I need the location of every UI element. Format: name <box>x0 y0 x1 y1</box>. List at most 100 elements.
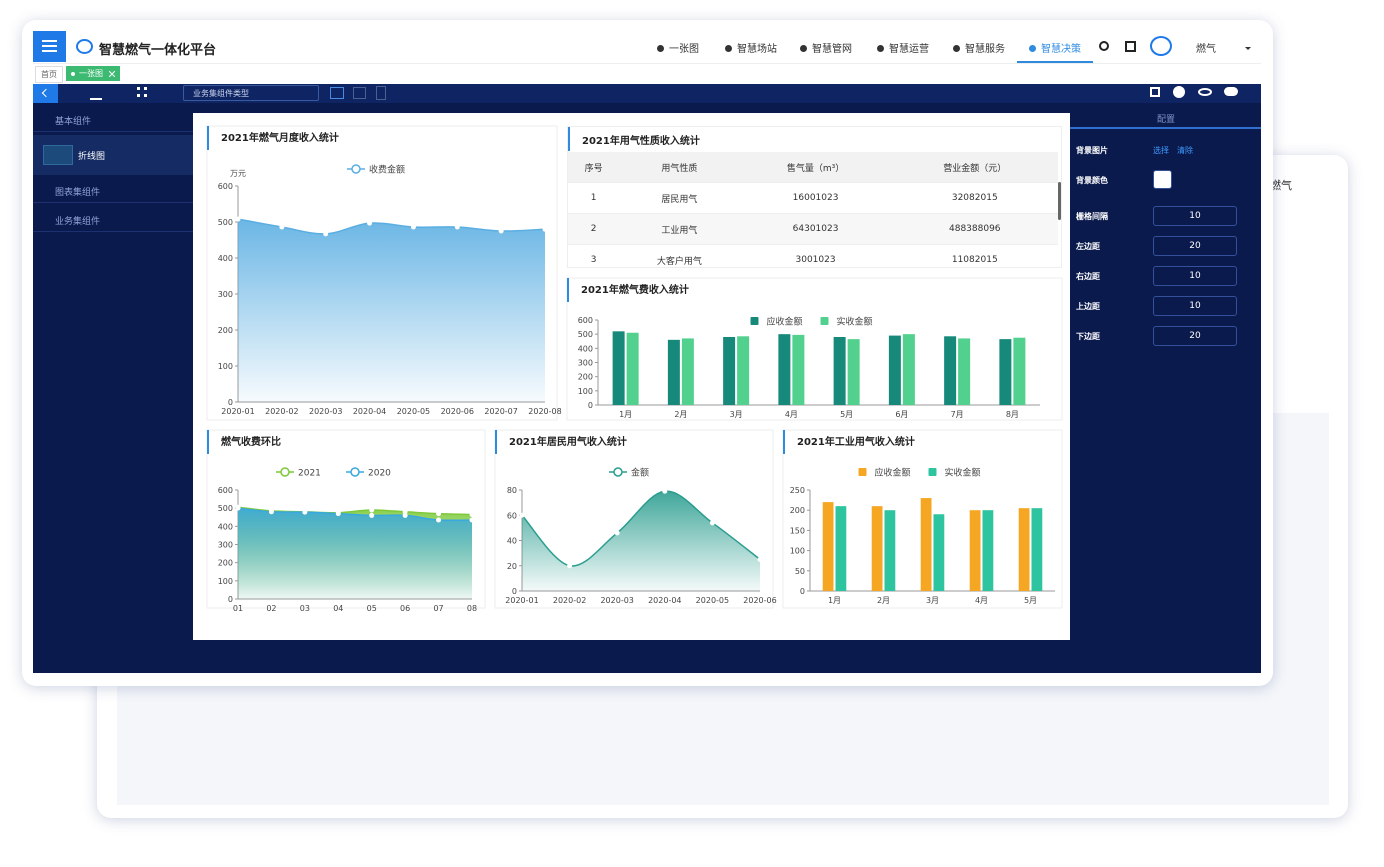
y-tick-label: 60 <box>507 511 517 520</box>
sidebar-item[interactable]: 折线图 <box>33 135 193 175</box>
group-label: 图表集组件 <box>55 188 101 198</box>
x-tick-label: 4月 <box>975 596 988 605</box>
chart-type-icon[interactable] <box>90 88 102 100</box>
nav-item[interactable]: 智慧场站 <box>725 40 777 55</box>
y-axis-label: 万元 <box>230 169 246 178</box>
select-link[interactable]: 选择 <box>1153 146 1169 155</box>
menu-button[interactable] <box>33 31 66 62</box>
bar <box>999 339 1012 405</box>
tab-close[interactable] <box>109 71 115 77</box>
legend-label: 实收金额 <box>837 316 873 328</box>
select-text: 业务集组件类型 <box>193 89 249 98</box>
y-tick-label: 0 <box>800 587 805 596</box>
device-tablet[interactable] <box>353 87 366 99</box>
bar <box>944 336 957 405</box>
component-select[interactable]: 业务集组件类型 <box>183 85 319 101</box>
legend-label: 应收金额 <box>767 316 803 328</box>
save-icon[interactable] <box>1224 87 1238 96</box>
config-label: 上边距 <box>1076 302 1100 311</box>
device-desktop[interactable] <box>330 87 344 99</box>
tab-label: 一张图 <box>79 69 103 78</box>
fullscreen-icon[interactable] <box>1125 41 1136 52</box>
point <box>436 517 442 523</box>
number-input[interactable]: 10 <box>1153 266 1237 286</box>
nav-label: 智慧运营 <box>889 44 929 55</box>
group-label: 业务集组件 <box>55 217 101 227</box>
x-tick-label: 8月 <box>1006 410 1019 419</box>
x-tick-label: 2月 <box>674 410 687 419</box>
number-input[interactable]: 20 <box>1153 236 1237 256</box>
title-bar <box>568 127 570 151</box>
y-tick-label: 600 <box>218 182 233 191</box>
bar <box>871 506 883 591</box>
sidebar-group[interactable]: 图表集组件 <box>33 180 193 203</box>
table-cell: 大客户用气 <box>619 244 740 267</box>
legend-icon <box>350 467 360 477</box>
nav-item[interactable]: 智慧管网 <box>800 40 852 55</box>
x-tick-label: 7月 <box>951 410 964 419</box>
legend-icon <box>820 317 829 325</box>
y-tick-label: 400 <box>218 522 233 531</box>
config-underline <box>1070 127 1261 129</box>
help-icon[interactable] <box>1173 86 1185 98</box>
x-tick-label: 01 <box>233 604 243 613</box>
number-input[interactable]: 20 <box>1153 326 1237 346</box>
table-cell: 16001023 <box>739 182 892 214</box>
title-bar <box>207 126 209 150</box>
tab-active[interactable]: 一张图 <box>66 66 120 81</box>
scrollbar <box>1058 182 1061 220</box>
bar <box>681 338 694 405</box>
sidebar-group[interactable]: 业务集组件 <box>33 209 193 232</box>
y-tick-label: 400 <box>218 254 233 263</box>
bar <box>723 337 736 405</box>
user-name[interactable]: 燃气 <box>1196 44 1216 55</box>
tab[interactable]: 首页 <box>35 66 63 83</box>
table-row: 1 居民用气 16001023 32082015 <box>568 182 1058 214</box>
back-user: 燃气 <box>1270 179 1292 192</box>
expand-icon[interactable] <box>1150 87 1160 97</box>
chart-title: 2021年燃气月度收入统计 <box>221 131 339 144</box>
input-value: 20 <box>1189 331 1201 341</box>
panel <box>566 277 1063 421</box>
point <box>519 512 525 518</box>
nav-item[interactable]: 智慧运营 <box>877 40 929 55</box>
config-label: 右边距 <box>1076 272 1100 281</box>
bar <box>778 334 791 405</box>
input-value: 10 <box>1189 271 1201 281</box>
caret <box>1245 47 1251 53</box>
grid-icon[interactable] <box>137 87 147 97</box>
settings-icon[interactable] <box>1099 41 1109 51</box>
x-tick-label: 2020-04 <box>648 596 681 605</box>
color-picker[interactable] <box>1153 170 1172 189</box>
y-tick-label: 100 <box>218 362 233 371</box>
x-tick-label: 2020-01 <box>221 407 254 416</box>
legend-icon <box>928 468 937 476</box>
y-tick-label: 0 <box>228 398 233 407</box>
x-tick-label: 2020-03 <box>309 407 342 416</box>
area <box>522 491 760 591</box>
point <box>268 509 274 515</box>
table-cell: 工业用气 <box>619 213 740 245</box>
nav-item[interactable]: 一张图 <box>657 40 699 55</box>
avatar[interactable] <box>1150 36 1172 56</box>
table: 序号 用气性质 售气量（m³） 营业金额（元） 1 居民用气 16001023 3208201… <box>568 152 1058 267</box>
x-tick-label: 4月 <box>785 410 798 419</box>
config-label: 下边距 <box>1076 332 1100 341</box>
number-input[interactable]: 10 <box>1153 296 1237 316</box>
point <box>302 509 308 515</box>
nav-item[interactable]: 智慧服务 <box>953 40 1005 55</box>
clear-link[interactable]: 清除 <box>1177 146 1193 155</box>
device-phone[interactable] <box>376 86 386 100</box>
sidebar-group[interactable]: 基本组件 <box>33 110 193 132</box>
x-tick-label: 2020-04 <box>353 407 386 416</box>
preview-icon[interactable] <box>1198 88 1212 96</box>
column-header: 售气量（m³） <box>739 152 892 183</box>
y-tick-label: 500 <box>578 330 593 339</box>
x-tick-label: 3月 <box>926 596 939 605</box>
number-input[interactable]: 10 <box>1153 206 1237 226</box>
nav-item[interactable]: 智慧决策 <box>1029 40 1081 55</box>
y-tick-label: 100 <box>218 577 233 586</box>
collapse-button[interactable] <box>33 84 58 103</box>
bar <box>667 339 680 405</box>
x-tick-label: 2020-06 <box>743 596 776 605</box>
